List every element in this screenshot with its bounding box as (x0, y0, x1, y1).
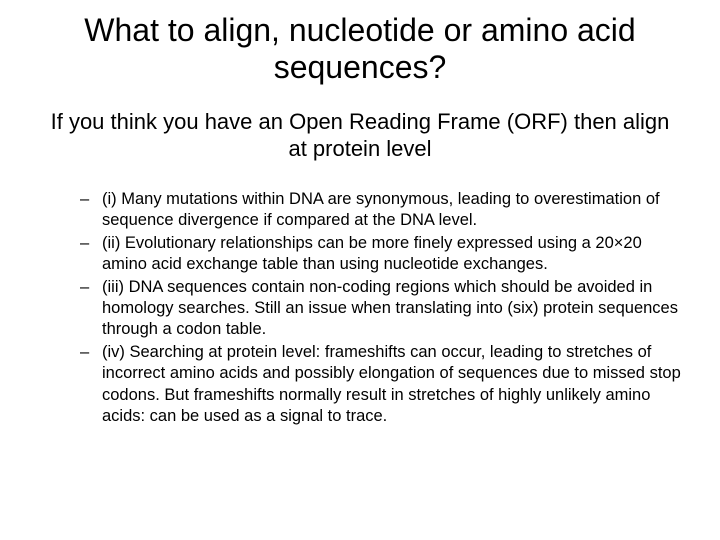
slide-subtitle: If you think you have an Open Reading Fr… (30, 108, 690, 163)
slide: What to align, nucleotide or amino acid … (0, 0, 720, 540)
list-item: (iv) Searching at protein level: framesh… (86, 342, 690, 426)
list-item: (ii) Evolutionary relationships can be m… (86, 233, 690, 275)
slide-title: What to align, nucleotide or amino acid … (30, 12, 690, 86)
list-item: (iii) DNA sequences contain non-coding r… (86, 277, 690, 340)
list-item: (i) Many mutations within DNA are synony… (86, 189, 690, 231)
bullet-list: (i) Many mutations within DNA are synony… (30, 189, 690, 427)
